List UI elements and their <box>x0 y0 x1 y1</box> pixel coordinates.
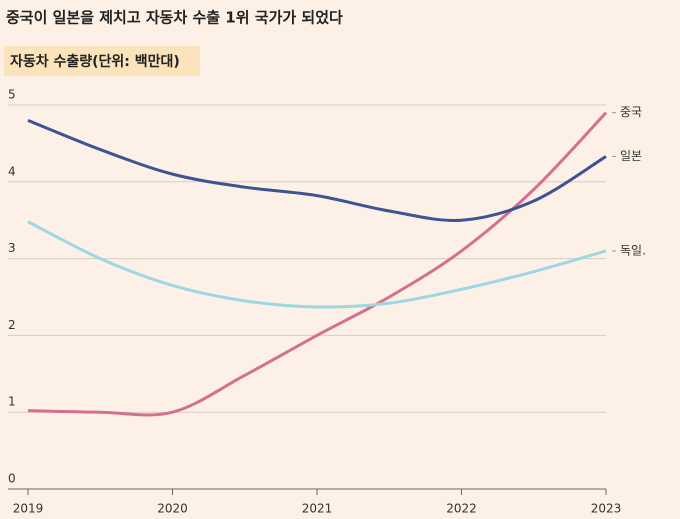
y-tick-label: 3 <box>8 241 16 255</box>
x-tick-label: 2020 <box>157 502 188 516</box>
subtitle-highlight <box>4 46 200 76</box>
y-tick-label: 4 <box>8 164 16 178</box>
y-tick-label: 5 <box>8 88 16 102</box>
series-label: 독일. <box>620 243 646 257</box>
series-line <box>27 111 608 417</box>
x-tick-label: 2022 <box>446 502 477 516</box>
y-tick-label: 0 <box>8 472 16 486</box>
series-label: 중국 <box>620 105 642 119</box>
x-tick-label: 2019 <box>13 502 44 516</box>
x-tick-label: 2023 <box>591 502 622 516</box>
series-label: 일본 <box>620 149 642 163</box>
series-line <box>27 220 607 309</box>
chart-subtitle: 자동차 수출량(단위: 백만대) <box>10 53 180 70</box>
y-tick-label: 1 <box>8 395 16 409</box>
chart-title: 중국이 일본을 제치고 자동차 수출 1위 국가가 되었다 <box>6 9 343 27</box>
series-line <box>27 118 607 222</box>
y-tick-label: 2 <box>8 318 16 332</box>
x-tick-label: 2021 <box>302 502 333 516</box>
